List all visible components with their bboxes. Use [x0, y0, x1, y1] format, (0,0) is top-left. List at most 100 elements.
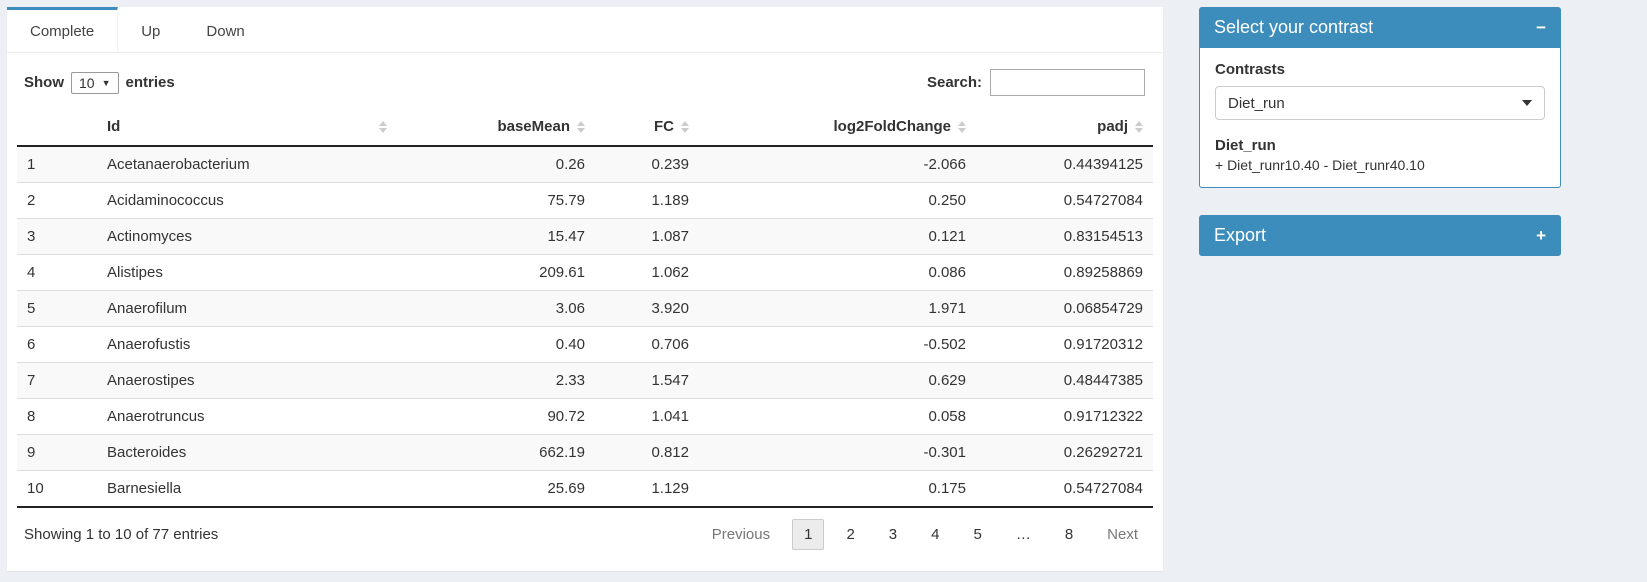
sort-icon [577, 120, 585, 133]
cell-id: Anaerostipes [97, 362, 397, 399]
cell-padj: 0.91712322 [976, 398, 1153, 435]
cell-id: Actinomyces [97, 218, 397, 255]
table-body: 1 Acetanaerobacterium 0.26 0.239 -2.066 … [17, 146, 1153, 508]
table-row: 10 Barnesiella 25.69 1.129 0.175 0.54727… [17, 470, 1153, 508]
search-label: Search: [926, 74, 982, 91]
header-log2foldchange-label: log2FoldChange [833, 118, 952, 135]
page-button[interactable]: 1 [792, 519, 825, 550]
table-row: 9 Bacteroides 662.19 0.812 -0.301 0.2629… [17, 434, 1153, 471]
table-header-row: Id baseMean FC [17, 108, 1153, 147]
cell-padj: 0.54727084 [976, 470, 1153, 508]
page-button[interactable]: 2 [846, 526, 855, 543]
search-input[interactable] [990, 69, 1145, 96]
pagination-ellipsis: … [1015, 526, 1031, 543]
sort-icon [379, 120, 387, 133]
cell-id: Barnesiella [97, 470, 397, 508]
cell-row-number: 2 [17, 182, 97, 219]
cell-fc: 1.189 [595, 182, 699, 219]
page-button[interactable]: 8 [1064, 526, 1074, 543]
cell-basemean: 0.40 [397, 326, 595, 363]
cell-id: Alistipes [97, 254, 397, 291]
table-row: 4 Alistipes 209.61 1.062 0.086 0.8925886… [17, 254, 1153, 291]
table-controls: Show 10 ▼ entries Search: [17, 69, 1153, 96]
cell-basemean: 90.72 [397, 398, 595, 435]
cell-log2foldchange: 0.629 [699, 362, 976, 399]
cell-log2foldchange: 1.971 [699, 290, 976, 327]
pagination: Previous 1 2 3 4 5 … 8 Next [690, 519, 1150, 550]
cell-fc: 1.041 [595, 398, 699, 435]
cell-log2foldchange: 0.058 [699, 398, 976, 435]
tab-complete[interactable]: Complete [7, 7, 119, 52]
cell-fc: 0.239 [651, 156, 689, 173]
table-content: Show 10 ▼ entries Search: [7, 53, 1163, 550]
contrast-panel-body: Contrasts Diet_run Diet_run + Diet_runr1… [1199, 48, 1561, 188]
cell-fc: 0.812 [595, 434, 699, 471]
cell-padj: 0.83154513 [976, 218, 1153, 255]
page-length-select[interactable]: 10 ▼ [71, 71, 119, 94]
cell-id: Bacteroides [97, 434, 397, 471]
contrasts-label: Contrasts [1215, 61, 1286, 78]
chevron-down-icon [1522, 100, 1532, 106]
cell-id: Acidaminococcus [97, 182, 397, 219]
contrast-panel: Select your contrast − Contrasts Diet_ru… [1199, 7, 1561, 188]
cell-id: Anaerotruncus [97, 398, 397, 435]
collapse-icon[interactable]: − [1536, 18, 1546, 37]
show-label: Show [24, 74, 64, 91]
cell-padj: 0.91720312 [976, 326, 1153, 363]
cell-fc: 1.062 [595, 254, 699, 291]
showing-entries-info: Showing 1 to 10 of 77 entries [24, 526, 219, 543]
header-fc[interactable]: FC [595, 108, 699, 147]
table-row: 2 Acidaminococcus 75.79 1.189 0.250 0.54… [17, 182, 1153, 219]
tab-down[interactable]: Down [206, 22, 245, 40]
results-tab-bar: Complete Up Down [7, 7, 1163, 53]
contrast-panel-title: Select your contrast [1214, 17, 1374, 37]
cell-basemean: 0.26 [555, 156, 585, 173]
cell-basemean: 662.19 [397, 434, 595, 471]
page-button[interactable]: Next [1107, 526, 1138, 543]
contrast-name: Diet_run [1215, 137, 1276, 154]
cell-row-number: 6 [17, 326, 97, 363]
results-table: Id baseMean FC [17, 108, 1153, 508]
cell-log2foldchange: 0.175 [699, 470, 976, 508]
table-row: 7 Anaerostipes 2.33 1.547 0.629 0.484473… [17, 362, 1153, 399]
cell-log2foldchange: -2.066 [923, 156, 966, 173]
header-id[interactable]: Id [97, 108, 397, 147]
cell-fc: 1.087 [595, 218, 699, 255]
sort-icon [958, 120, 966, 133]
header-log2foldchange[interactable]: log2FoldChange [699, 108, 976, 147]
cell-padj: 0.06854729 [976, 290, 1153, 327]
export-panel-header[interactable]: Export + [1199, 215, 1561, 256]
page-length-control: Show 10 ▼ entries [24, 71, 175, 94]
table-row: 8 Anaerotruncus 90.72 1.041 0.058 0.9171… [17, 398, 1153, 435]
cell-padj: 0.44394125 [1063, 156, 1143, 173]
page-button[interactable]: 5 [973, 526, 982, 543]
cell-log2foldchange: 0.250 [699, 182, 976, 219]
tab-up[interactable]: Up [141, 22, 161, 40]
page-length-value: 10 [79, 74, 95, 91]
cell-log2foldchange: 0.086 [699, 254, 976, 291]
cell-row-number: 4 [17, 254, 97, 291]
cell-padj: 0.54727084 [976, 182, 1153, 219]
page-button[interactable]: Previous [711, 526, 771, 543]
cell-row-number: 1 [27, 156, 36, 173]
cell-fc: 1.547 [595, 362, 699, 399]
cell-padj: 0.48447385 [976, 362, 1153, 399]
contrast-formula: + Diet_runr10.40 - Diet_runr40.10 [1215, 157, 1425, 173]
page-button[interactable]: 4 [931, 526, 940, 543]
header-padj[interactable]: padj [976, 108, 1153, 147]
export-panel-title: Export [1214, 225, 1267, 245]
results-panel: Complete Up Down Show 10 ▼ entries Searc… [7, 7, 1163, 571]
cell-log2foldchange: -0.502 [699, 326, 976, 363]
table-row: 5 Anaerofilum 3.06 3.920 1.971 0.0685472… [17, 290, 1153, 327]
cell-row-number: 3 [17, 218, 97, 255]
page-button[interactable]: 3 [888, 526, 898, 543]
expand-icon[interactable]: + [1536, 226, 1546, 245]
cell-id: Anaerofustis [97, 326, 397, 363]
cell-fc: 0.706 [595, 326, 699, 363]
header-basemean[interactable]: baseMean [397, 108, 595, 147]
entries-label: entries [125, 74, 175, 91]
contrast-select[interactable]: Diet_run [1215, 86, 1545, 120]
contrast-panel-header[interactable]: Select your contrast − [1199, 7, 1561, 48]
header-row-number [17, 108, 97, 147]
header-fc-label: FC [654, 118, 674, 135]
